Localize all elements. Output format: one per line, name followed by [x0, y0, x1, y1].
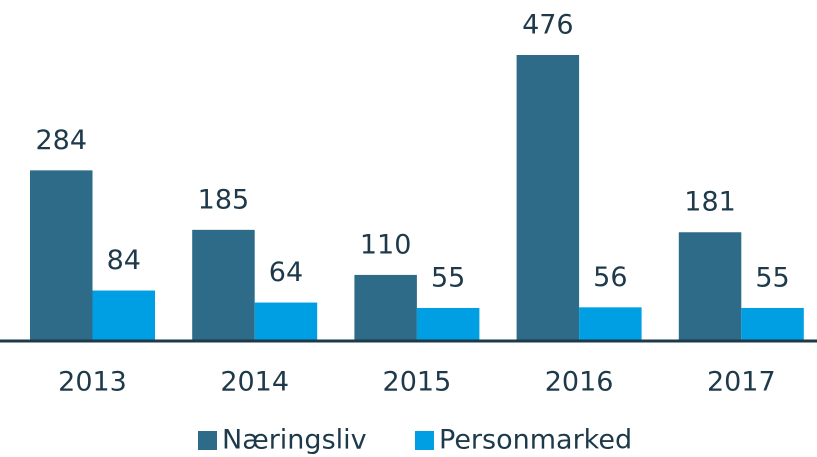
value-label: 64 [269, 257, 303, 288]
bar [741, 307, 804, 341]
bar [516, 55, 580, 341]
x-tick-label: 2017 [707, 367, 776, 398]
bar [579, 307, 642, 341]
value-label: 476 [522, 10, 574, 41]
x-tick-label: 2013 [58, 367, 127, 398]
bar [30, 170, 93, 341]
legend-label: Personmarked [439, 425, 632, 456]
bar [354, 274, 417, 341]
bar [92, 290, 155, 341]
value-label: 185 [198, 184, 250, 215]
x-tick-label: 2014 [220, 367, 289, 398]
bar [254, 302, 318, 341]
bar [678, 232, 742, 341]
bar [192, 229, 255, 341]
bar [416, 307, 480, 341]
legend-label: Næringsliv [222, 425, 367, 456]
value-label: 55 [431, 262, 465, 293]
value-label: 110 [360, 229, 412, 260]
x-tick-label: 2016 [545, 367, 614, 398]
value-label: 84 [107, 245, 141, 276]
legend-swatch [415, 431, 434, 450]
legend-swatch [198, 431, 217, 450]
x-tick-label: 2015 [383, 367, 452, 398]
value-label: 284 [35, 125, 87, 156]
value-label: 55 [755, 262, 789, 293]
value-label: 56 [593, 262, 627, 293]
value-label: 181 [684, 187, 736, 218]
